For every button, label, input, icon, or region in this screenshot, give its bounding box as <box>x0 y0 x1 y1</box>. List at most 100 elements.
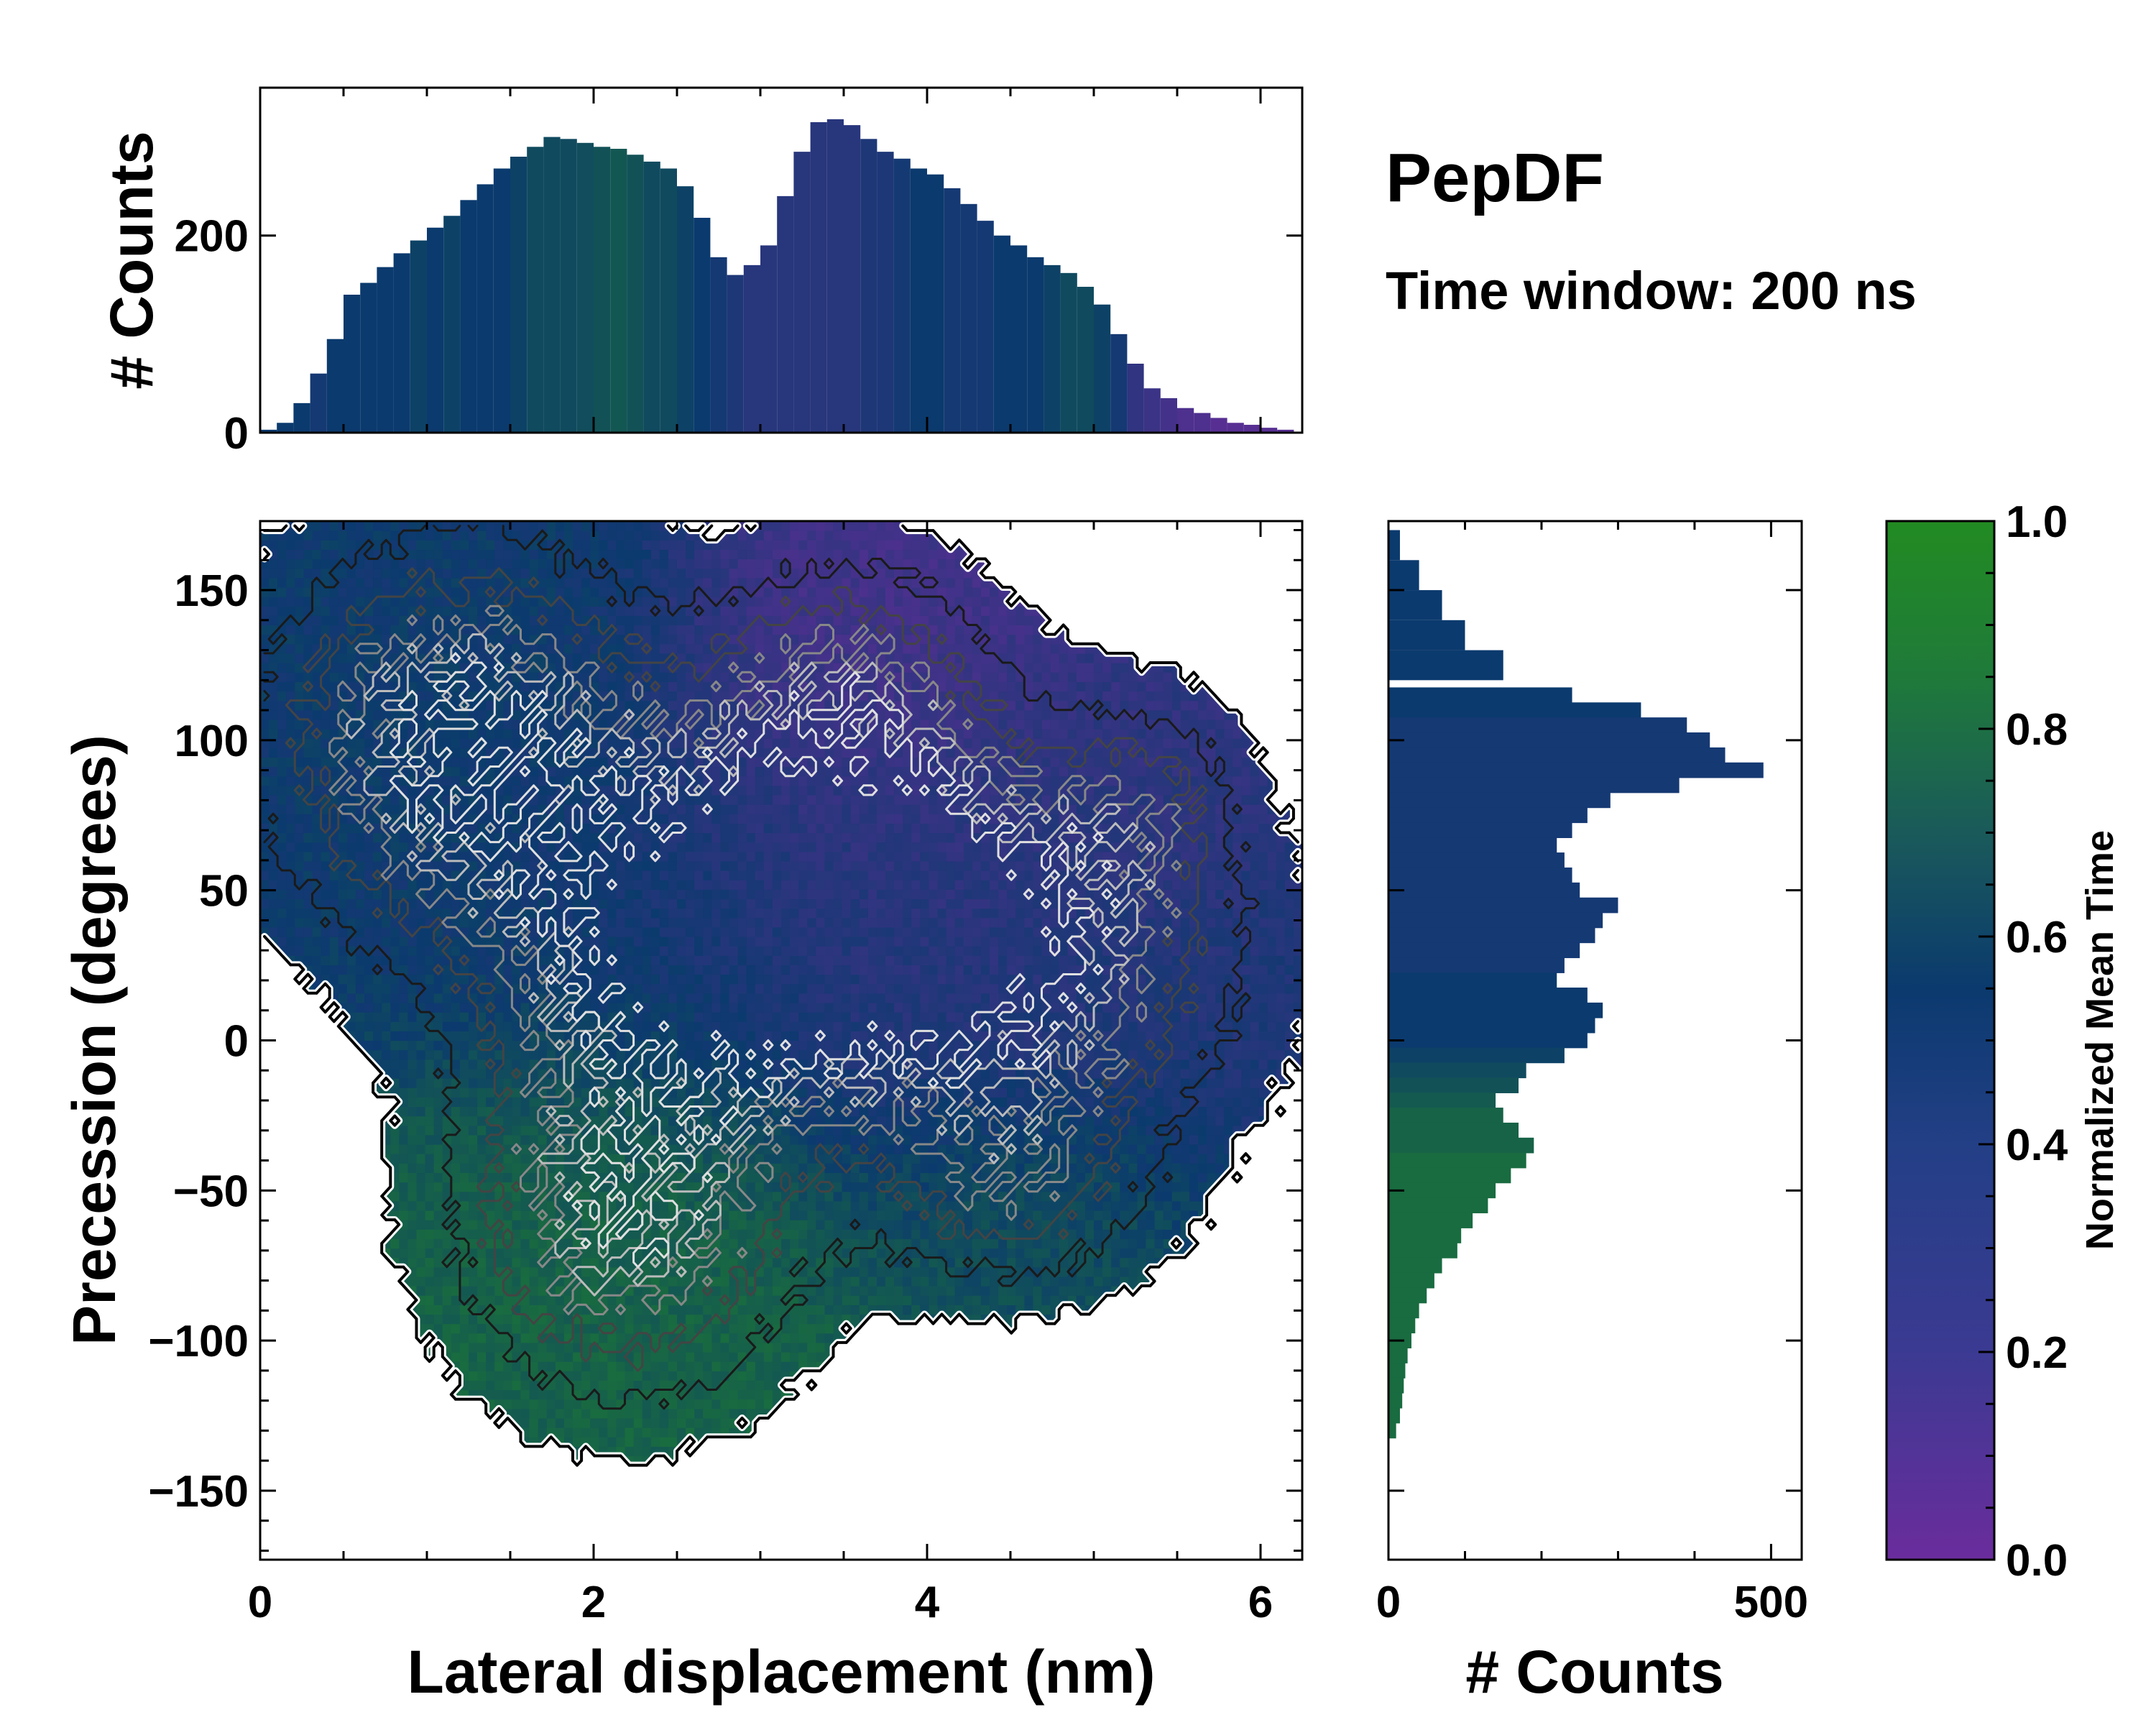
heatmap-cell <box>885 1200 895 1211</box>
heatmap-cell <box>459 1163 469 1174</box>
heatmap-cell <box>954 937 964 947</box>
heatmap-cell <box>954 965 964 975</box>
heatmap-cell <box>703 1078 712 1088</box>
heatmap-cell <box>1215 1106 1225 1117</box>
heatmap-cell <box>894 965 903 975</box>
heatmap-cell <box>763 993 773 1003</box>
heatmap-cell <box>512 1238 522 1249</box>
heatmap-cell <box>1207 1154 1216 1164</box>
heatmap-cell <box>763 1002 773 1013</box>
heatmap-cell <box>668 1437 678 1447</box>
heatmap-cell <box>1267 983 1277 994</box>
heatmap-cell <box>694 983 704 994</box>
heatmap-cell <box>442 1295 452 1305</box>
heatmap-cell <box>477 993 487 1003</box>
heatmap-cell <box>737 1371 747 1381</box>
heatmap-cell <box>1050 1229 1060 1239</box>
heatmap-cell <box>859 1220 869 1230</box>
heatmap-cell <box>382 1031 391 1041</box>
heatmap-cell <box>694 1399 704 1409</box>
heatmap-cell <box>816 955 826 966</box>
heatmap-cell <box>677 1276 686 1287</box>
heatmap-cell <box>494 993 504 1003</box>
heatmap-cell <box>563 1342 573 1353</box>
heatmap-cell <box>425 983 435 994</box>
heatmap-cell <box>1154 1191 1164 1202</box>
heatmap-cell <box>355 1031 365 1041</box>
heatmap-cell <box>416 1182 426 1192</box>
heatmap-cell <box>416 1163 426 1174</box>
heatmap-cell <box>451 1087 461 1098</box>
heatmap-cell <box>590 1371 599 1381</box>
heatmap-cell <box>772 1371 782 1381</box>
heatmap-cell <box>876 1191 886 1202</box>
heatmap-cell <box>1007 1257 1016 1268</box>
heatmap-cell <box>407 1229 418 1239</box>
heatmap-cell <box>477 1125 487 1136</box>
heatmap-cell <box>546 1097 556 1108</box>
heatmap-cell <box>303 955 313 966</box>
heatmap-cell <box>963 1163 973 1174</box>
heatmap-cell <box>980 946 990 956</box>
heatmap-cell <box>373 1040 382 1051</box>
heatmap-cell <box>390 1238 400 1249</box>
heatmap-cell <box>1207 993 1216 1003</box>
heatmap-cell <box>720 937 730 947</box>
heatmap-cell <box>1102 1002 1112 1013</box>
heatmap-cell <box>416 1305 426 1315</box>
heatmap-cell <box>894 1012 903 1022</box>
heatmap-cell <box>433 1012 443 1022</box>
heatmap-cell <box>911 1210 921 1220</box>
heatmap-cell <box>867 1286 877 1296</box>
heatmap-cell <box>746 1220 756 1230</box>
heatmap-cell <box>1128 1078 1138 1088</box>
heatmap-cell <box>607 993 617 1003</box>
heatmap-cell <box>824 1295 834 1305</box>
heatmap-cell <box>763 974 773 985</box>
heatmap-cell <box>772 1220 782 1230</box>
heatmap-cell <box>433 1182 443 1192</box>
heatmap-cell <box>469 1266 478 1277</box>
heatmap-cell <box>842 1012 852 1022</box>
heatmap-cell <box>946 1012 956 1022</box>
heatmap-cell <box>425 1220 435 1230</box>
heatmap-cell <box>816 1125 826 1136</box>
heatmap-cell <box>1128 1049 1138 1060</box>
top-histogram-bar <box>410 240 427 433</box>
heatmap-cell <box>1284 917 1294 928</box>
heatmap-cell <box>1050 955 1060 966</box>
heatmap-cell <box>1171 1012 1181 1022</box>
heatmap-cell <box>990 1295 999 1305</box>
heatmap-cell <box>616 1417 626 1428</box>
heatmap-cell <box>1111 1266 1120 1277</box>
heatmap-cell <box>781 946 791 956</box>
heatmap-cell <box>703 1097 712 1108</box>
heatmap-cell <box>425 1257 435 1268</box>
heatmap-cell <box>451 1163 461 1174</box>
heatmap-cell <box>599 965 608 975</box>
heatmap-cell <box>711 908 722 919</box>
heatmap-cell <box>972 1248 982 1259</box>
heatmap-cell <box>1041 983 1051 994</box>
heatmap-cell <box>859 1163 869 1174</box>
heatmap-cell <box>659 937 669 947</box>
heatmap-cell <box>1137 1229 1147 1239</box>
heatmap-cell <box>946 1295 956 1305</box>
heatmap-cell <box>503 1021 513 1031</box>
heatmap-cell <box>1215 1163 1225 1174</box>
heatmap-cell <box>894 1144 903 1154</box>
heatmap-cell <box>703 1012 712 1022</box>
heatmap-cell <box>772 1276 782 1287</box>
heatmap-cell <box>737 1040 747 1051</box>
heatmap-cell <box>546 1295 556 1305</box>
heatmap-cell <box>563 1399 573 1409</box>
heatmap-cell <box>573 1361 582 1371</box>
heatmap-cell <box>842 1276 852 1287</box>
heatmap-cell <box>790 1012 799 1022</box>
heatmap-cell <box>590 1314 599 1325</box>
heatmap-cell <box>668 1125 678 1136</box>
heatmap-cell <box>963 937 973 947</box>
heatmap-cell <box>1094 1257 1103 1268</box>
heatmap-cell <box>720 1342 730 1353</box>
